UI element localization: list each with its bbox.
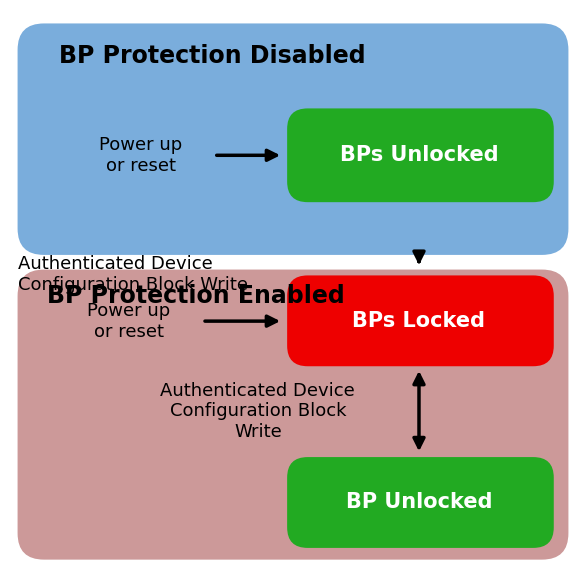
Text: BP Protection Enabled: BP Protection Enabled [47,284,345,308]
FancyBboxPatch shape [287,108,554,202]
Text: Power up
or reset: Power up or reset [87,302,171,340]
Text: Power up
or reset: Power up or reset [99,136,182,175]
Text: BP Protection Disabled: BP Protection Disabled [59,44,365,68]
Text: BPs Unlocked: BPs Unlocked [340,145,498,165]
FancyBboxPatch shape [18,270,568,560]
FancyBboxPatch shape [287,457,554,548]
Text: Authenticated Device
Configuration Block
Write: Authenticated Device Configuration Block… [161,381,355,441]
Text: Authenticated Device
Configuration Block Write: Authenticated Device Configuration Block… [18,255,247,294]
Text: BP Unlocked: BP Unlocked [346,492,492,512]
FancyBboxPatch shape [287,275,554,366]
Text: BPs Locked: BPs Locked [353,311,485,331]
FancyBboxPatch shape [18,23,568,255]
